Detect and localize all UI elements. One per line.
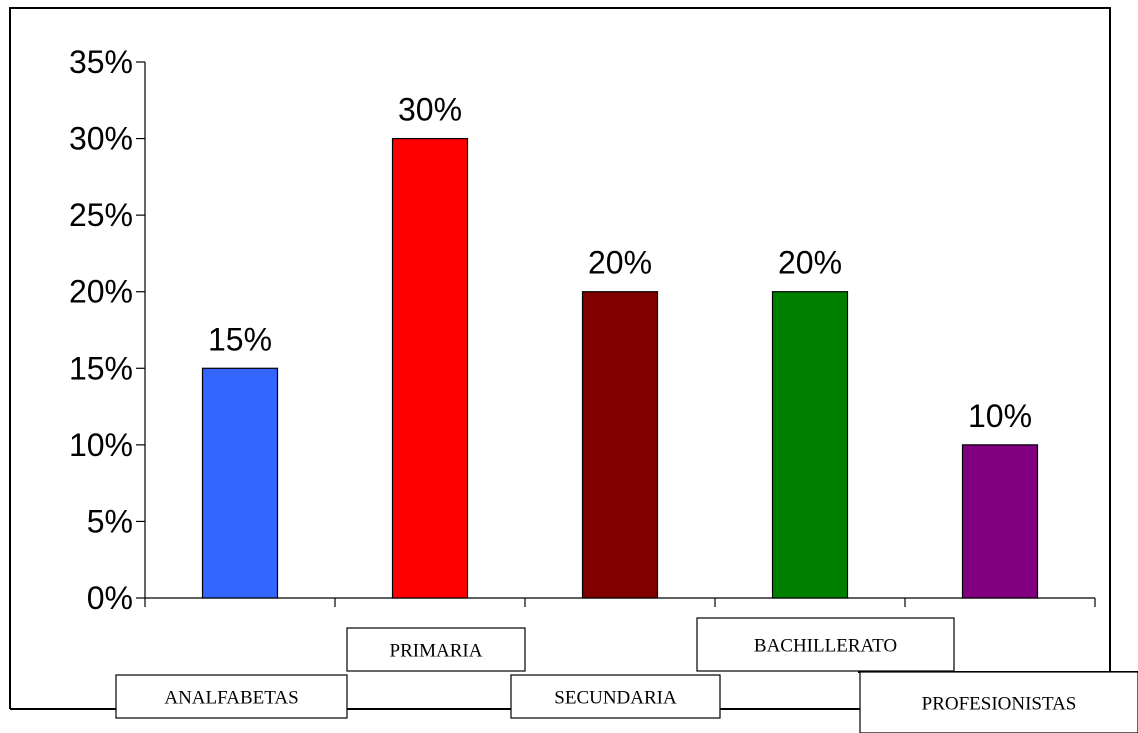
bar [771, 291, 849, 599]
bar [391, 137, 469, 599]
category-label: PRIMARIA [346, 627, 526, 672]
bar-value-label: 20% [588, 245, 652, 281]
bar-value-label: 15% [208, 321, 272, 357]
category-labels: ANALFABETAS PRIMARIA SECUNDARIA BACHILLERAT… [115, 617, 1138, 733]
y-axis: 0% 5% 10% 15% 20% 25% 30% 35% [69, 44, 1096, 616]
bar [201, 367, 279, 599]
category-label-text: ANALFABETAS [164, 688, 298, 709]
category-label-text: SECUNDARIA [554, 688, 677, 709]
y-tick-label: 15% [69, 350, 133, 386]
y-tick-label: 5% [87, 503, 133, 539]
category-label-text: PRIMARIA [390, 641, 483, 662]
y-tick-label: 10% [69, 427, 133, 463]
category-label: PROFESIONISTAS [859, 671, 1138, 733]
y-tick-label: 25% [69, 197, 133, 233]
y-tick-label: 0% [87, 580, 133, 616]
bar [581, 291, 659, 599]
y-tick-label: 30% [69, 121, 133, 157]
bars [201, 137, 1039, 599]
bar [961, 444, 1039, 599]
bar-value-label: 20% [778, 245, 842, 281]
category-label-box [346, 627, 526, 672]
data-labels: 15% 30% 20% 20% 10% [208, 92, 1032, 434]
category-label-box [696, 617, 955, 672]
category-label-box [115, 674, 348, 719]
bar-value-label: 30% [398, 92, 462, 128]
category-label: ANALFABETAS [115, 674, 348, 719]
category-label: SECUNDARIA [510, 674, 721, 719]
category-label-text: BACHILLERATO [754, 636, 897, 657]
category-label: BACHILLERATO [696, 617, 955, 672]
y-tick-label: 20% [69, 274, 133, 310]
bar-value-label: 10% [968, 398, 1032, 434]
category-label-box [859, 671, 1138, 733]
chart-frame [9, 7, 1138, 710]
category-label-text: PROFESIONISTAS [922, 694, 1077, 715]
y-tick-label: 35% [69, 44, 133, 80]
category-label-box [510, 674, 721, 719]
chart-border [9, 7, 1111, 709]
